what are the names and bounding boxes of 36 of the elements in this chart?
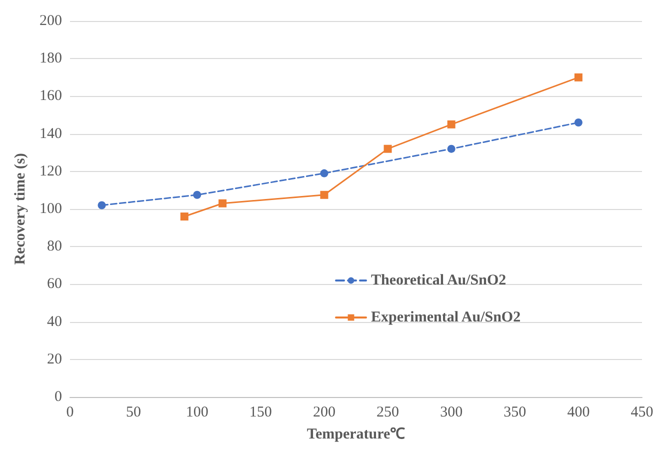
point — [447, 144, 456, 153]
x-tick-label: 50 — [126, 404, 142, 420]
point — [320, 190, 328, 199]
x-tick-label: 150 — [249, 404, 272, 420]
x-tick-label: 450 — [630, 404, 654, 420]
point — [218, 199, 227, 208]
x-tick-label: 250 — [376, 404, 400, 420]
y-tick-label: 20 — [47, 351, 62, 368]
x-tick-label: 200 — [312, 404, 336, 420]
point — [180, 212, 188, 221]
y-tick-label: 180 — [40, 50, 62, 67]
y-tick-label: 200 — [40, 13, 62, 29]
x-axis-title: Temperature℃ — [306, 426, 406, 442]
point — [193, 190, 202, 199]
x-tick-label: 350 — [504, 404, 526, 420]
x-tick-label: 100 — [186, 404, 208, 420]
y-axis-title: Recovery time (s) — [12, 153, 28, 265]
y-tick-label: 100 — [40, 201, 62, 217]
legend-label: Theoretical Au/SnO2 — [371, 272, 506, 288]
y-tick-label: 40 — [47, 314, 62, 330]
y-tick-label: 140 — [40, 126, 62, 142]
y-tick-label: 80 — [47, 238, 62, 255]
point — [320, 169, 328, 178]
y-tick-label: 120 — [40, 163, 62, 180]
point — [574, 118, 582, 127]
point — [98, 201, 106, 210]
legend-label: Experimental Au/SnO2 — [371, 310, 521, 326]
x-tick-label: 0 — [66, 404, 74, 420]
point — [574, 73, 582, 82]
y-tick-label: 0 — [54, 389, 62, 405]
x-tick-label: 400 — [567, 404, 590, 420]
y-tick-label: 160 — [40, 88, 62, 104]
y-tick-label: 60 — [47, 276, 62, 292]
x-tick-label: 300 — [440, 404, 463, 420]
point — [447, 120, 456, 128]
point — [384, 144, 392, 153]
